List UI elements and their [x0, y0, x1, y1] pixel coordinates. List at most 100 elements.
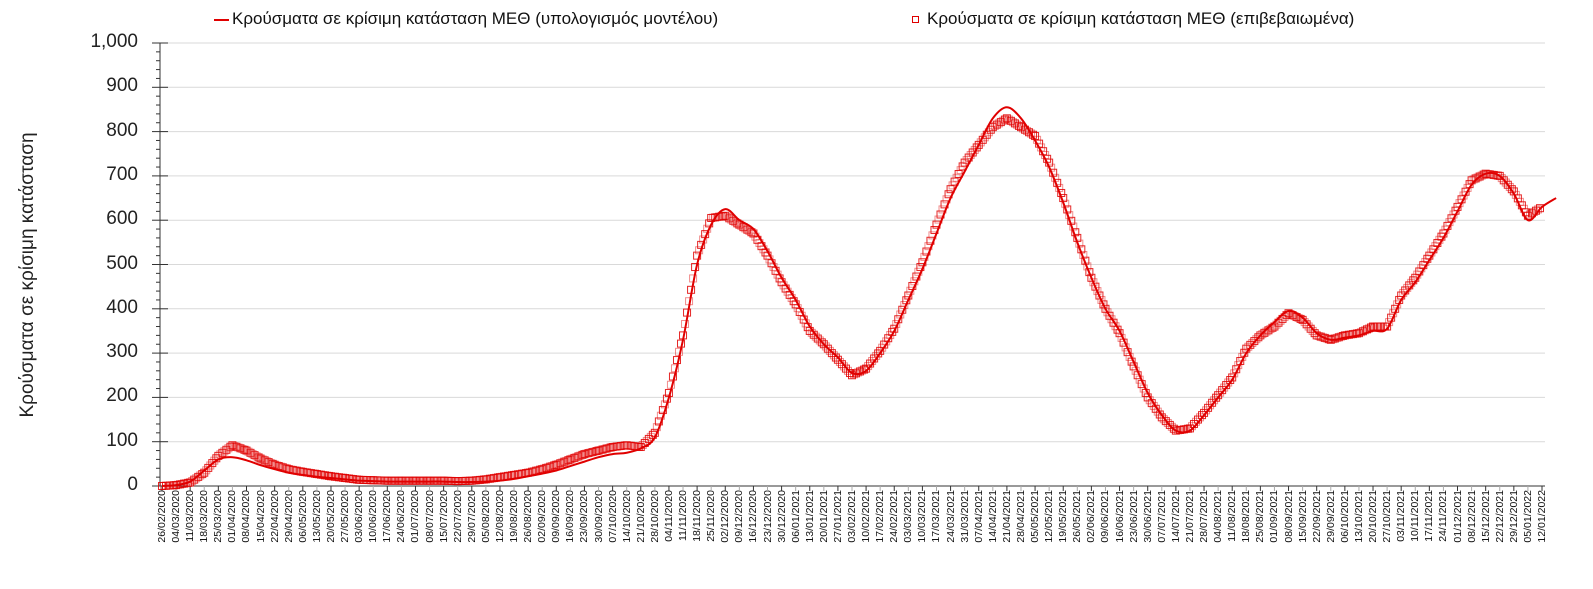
data-marker	[827, 349, 836, 358]
data-marker	[616, 442, 625, 451]
data-marker	[1099, 300, 1108, 309]
y-tick-label: 500	[106, 252, 138, 274]
y-tick-label: 100	[106, 429, 138, 451]
data-marker	[954, 170, 963, 179]
data-marker	[461, 476, 470, 485]
data-marker	[974, 140, 983, 149]
data-marker	[542, 463, 551, 472]
data-marker	[572, 453, 581, 462]
data-marker	[232, 442, 241, 451]
data-marker	[320, 471, 329, 480]
data-marker	[1260, 328, 1269, 337]
data-marker	[1495, 171, 1504, 180]
data-marker	[554, 459, 563, 468]
data-marker	[475, 475, 484, 484]
data-marker	[745, 226, 754, 235]
data-marker	[574, 452, 583, 461]
data-marker	[839, 362, 848, 371]
data-marker	[1354, 329, 1363, 338]
y-tick-label: 1,000	[90, 31, 138, 52]
data-marker	[1012, 120, 1021, 129]
data-marker	[1499, 176, 1508, 185]
data-marker	[1105, 311, 1114, 320]
data-marker	[1169, 424, 1178, 433]
data-marker	[188, 477, 197, 486]
data-marker	[1002, 114, 1011, 123]
data-marker	[562, 456, 571, 465]
data-marker	[467, 476, 476, 485]
data-marker	[825, 346, 834, 355]
data-marker	[262, 457, 271, 466]
y-tick-label: 800	[106, 119, 138, 141]
data-marker	[739, 223, 748, 232]
legend-item-confirmed: Κρούσματα σε κρίσιμη κατάσταση ΜΕΘ (επιβ…	[912, 9, 1354, 29]
data-marker	[582, 449, 591, 458]
data-marker	[1006, 116, 1015, 125]
data-marker	[584, 449, 593, 458]
data-marker	[1163, 419, 1172, 428]
y-tick-label: 400	[106, 296, 138, 318]
data-marker	[1340, 331, 1349, 340]
data-marker	[1527, 209, 1536, 218]
data-marker	[1087, 273, 1096, 282]
data-marker	[693, 251, 702, 260]
data-marker	[556, 459, 565, 468]
data-marker	[711, 213, 720, 222]
data-marker	[843, 366, 852, 375]
data-marker	[196, 471, 205, 480]
data-marker	[254, 453, 263, 462]
data-marker	[848, 371, 856, 380]
data-marker	[238, 445, 247, 454]
y-tick-label: 200	[106, 385, 138, 407]
data-marker	[821, 342, 830, 351]
square-marker-icon	[912, 16, 919, 24]
data-marker	[1256, 331, 1265, 340]
data-marker	[220, 447, 229, 456]
data-marker	[1159, 415, 1168, 424]
data-marker	[1318, 333, 1327, 342]
data-marker	[226, 442, 235, 451]
data-marker	[580, 450, 589, 459]
data-marker	[988, 123, 997, 132]
legend-label-confirmed: Κρούσματα σε κρίσιμη κατάσταση ΜΕΘ (επιβ…	[927, 9, 1355, 28]
data-marker	[596, 446, 605, 455]
data-marker	[566, 455, 575, 464]
data-marker	[811, 332, 820, 341]
data-marker	[258, 455, 267, 464]
data-marker	[1027, 129, 1036, 138]
data-marker	[192, 474, 201, 483]
data-marker	[606, 443, 615, 452]
data-marker	[658, 406, 667, 415]
data-marker	[1093, 287, 1102, 296]
data-marker	[731, 218, 740, 227]
data-marker	[594, 446, 603, 455]
data-marker	[817, 338, 826, 347]
legend-label-model: Κρούσματα σε κρίσιμη κατάσταση ΜΕΘ (υπολ…	[232, 9, 719, 28]
data-marker	[592, 447, 601, 456]
data-marker	[194, 472, 203, 481]
data-marker	[1091, 282, 1100, 291]
data-marker	[819, 340, 828, 349]
data-marker	[234, 443, 243, 452]
data-marker	[481, 475, 490, 484]
data-marker	[622, 441, 631, 450]
data-marker	[602, 444, 611, 453]
data-marker	[644, 434, 653, 443]
data-marker	[190, 475, 199, 484]
data-marker	[626, 441, 635, 450]
y-tick-label: 300	[106, 341, 138, 363]
data-marker	[576, 451, 585, 460]
data-marker	[335, 473, 344, 482]
data-marker	[256, 454, 265, 463]
data-marker	[546, 462, 555, 471]
data-marker	[1477, 171, 1486, 180]
data-marker	[568, 454, 577, 463]
data-marker	[236, 444, 245, 453]
data-marker	[252, 452, 261, 461]
data-marker	[598, 445, 607, 454]
data-marker	[204, 463, 213, 472]
data-marker	[1336, 332, 1345, 341]
data-marker	[1000, 115, 1009, 124]
data-marker	[548, 462, 557, 471]
